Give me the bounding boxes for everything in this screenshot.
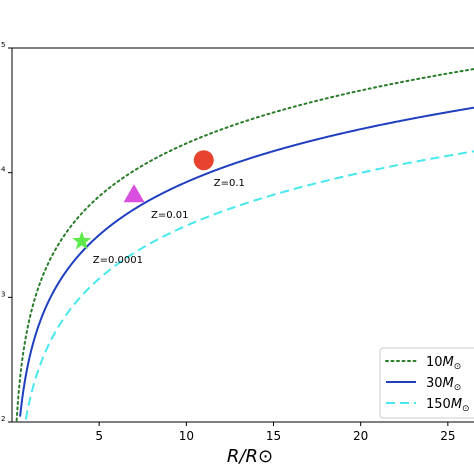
marker-star	[72, 231, 92, 250]
y-tick-label: 2	[1, 415, 5, 423]
x-axis-label: R/R⊙	[227, 446, 273, 467]
y-ticks: 2 3 4 5	[1, 41, 12, 423]
legend-label: 30M⊙	[426, 376, 461, 393]
markers: Z=0.1 Z=0.01 Z=0.0001	[72, 150, 245, 266]
x-tick-label: 10	[179, 429, 194, 443]
y-tick-label: 4	[1, 166, 6, 174]
x-tick-label: 15	[266, 429, 281, 443]
x-ticks: 5 10 15 20 25	[95, 422, 455, 443]
y-tick-label: 5	[1, 41, 5, 49]
x-tick-label: 5	[95, 429, 103, 443]
legend-box	[379, 347, 474, 419]
marker-triangle	[123, 184, 145, 203]
marker-label: Z=0.1	[214, 178, 245, 189]
axes	[11, 47, 474, 423]
y-tick-label: 3	[1, 290, 5, 298]
series-line-2	[19, 106, 474, 417]
x-tick-label: 25	[440, 429, 455, 443]
series-line-1	[15, 68, 474, 422]
marker-label: Z=0.0001	[93, 255, 143, 266]
series-curves	[15, 68, 474, 422]
marker-label: Z=0.01	[151, 210, 189, 221]
legend-label: 10M⊙	[426, 355, 461, 372]
legend: 10M⊙ 30M⊙ 150M⊙	[379, 347, 474, 419]
marker-circle	[193, 150, 214, 171]
x-tick-label: 20	[353, 429, 368, 443]
legend-label: 150M⊙	[426, 397, 470, 414]
